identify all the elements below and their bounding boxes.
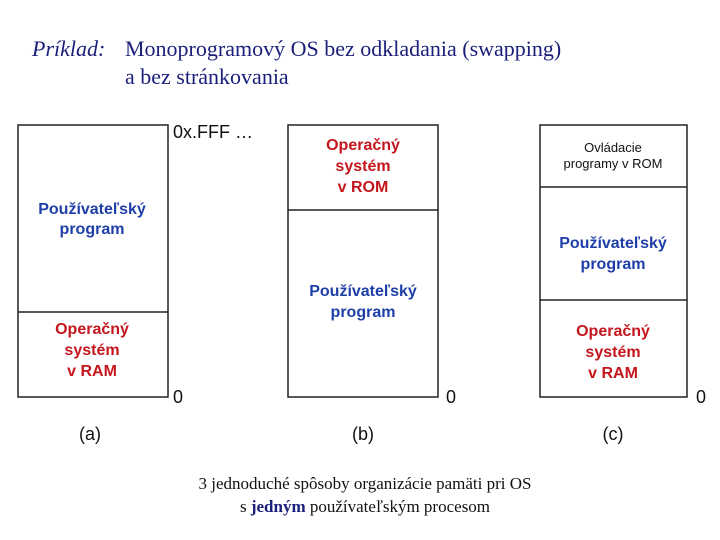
text-line: Používateľský — [38, 201, 146, 218]
text-line: používateľským procesom — [306, 497, 490, 516]
text-line: s — [240, 497, 251, 516]
text-line: systém — [585, 344, 640, 361]
region-label: Používateľský program — [38, 201, 146, 238]
region-label: Operačný systém v RAM — [55, 321, 129, 380]
bottom-address: 0 — [446, 387, 456, 407]
title: Monoprogramový OS bez odkladania (swappi… — [125, 36, 561, 61]
bottom-address: 0 — [696, 387, 706, 407]
text-line: programy v ROM — [564, 156, 663, 171]
footer-line: s jedným používateľským procesom — [240, 497, 490, 516]
caption: (c) — [603, 424, 624, 444]
text-line: systém — [64, 342, 119, 359]
title-line2: a bez stránkovania — [125, 64, 289, 89]
text-line: Operačný — [576, 323, 650, 340]
region-label: Používateľský program — [559, 235, 667, 273]
memory-box — [539, 124, 688, 398]
bottom-address: 0 — [173, 387, 183, 407]
region-label: Ovládacie programy v ROM — [564, 140, 663, 171]
region-label: Používateľský program — [309, 283, 417, 321]
example-label: Príklad: — [31, 36, 105, 61]
text-line: v RAM — [588, 365, 638, 382]
text-line: Operačný — [55, 321, 129, 338]
text-line: Používateľský — [559, 235, 667, 252]
text-line: systém — [335, 158, 390, 175]
top-address: 0x.FFF … — [173, 122, 253, 142]
caption: (a) — [79, 424, 101, 444]
text-line: v ROM — [338, 179, 389, 196]
text-line: jedným — [250, 497, 306, 516]
text-line: program — [331, 304, 396, 321]
caption: (b) — [352, 424, 374, 444]
memory-box — [287, 124, 439, 398]
memory-box — [17, 124, 169, 398]
text-line: v RAM — [67, 363, 117, 380]
text-line: Ovládacie — [584, 140, 642, 155]
text-line: Operačný — [326, 137, 400, 154]
text-line: Používateľský — [309, 283, 417, 300]
text-line: program — [581, 256, 646, 273]
footer-line: 3 jednoduché spôsoby organizácie pamäti … — [199, 474, 532, 493]
text-line: program — [60, 221, 125, 238]
region-label: Operačný systém v RAM — [576, 323, 650, 382]
region-label: Operačný systém v ROM — [326, 137, 400, 196]
